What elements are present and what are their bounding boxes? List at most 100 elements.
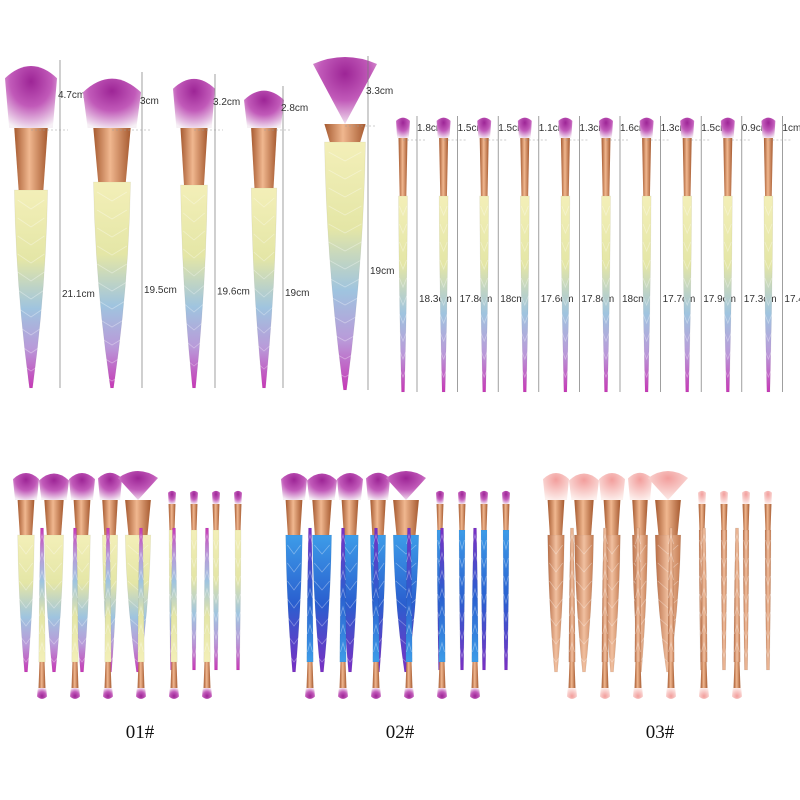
handle-facet (399, 223, 407, 235)
handle-facet (561, 367, 570, 379)
brush-ferrule (480, 504, 488, 530)
handle-facet (406, 533, 412, 545)
handle-facet (19, 562, 33, 573)
handle-facet (235, 557, 241, 569)
handle-facet (765, 557, 771, 569)
handle-facet (764, 259, 773, 271)
handle-facet (182, 302, 206, 313)
handle-facet (549, 580, 563, 591)
handle-facet (472, 551, 478, 563)
brush-ferrule (547, 500, 565, 535)
handle-facet (764, 277, 773, 289)
handle-facet (307, 641, 313, 653)
brush-bristles (517, 117, 532, 138)
handle-facet (459, 629, 465, 641)
handle-facet (503, 629, 509, 641)
handle-facet (743, 575, 749, 587)
brush-handle (312, 534, 332, 673)
handle-facet (480, 205, 489, 217)
handle-length-label: 17.9cm (703, 294, 736, 305)
brush-handle (667, 527, 675, 663)
brush-bristles (5, 65, 57, 128)
brush-set-2 (281, 471, 510, 699)
inverted-brush (338, 527, 348, 699)
handle-facet (503, 539, 509, 551)
handle-facet (701, 551, 707, 563)
handle-facet (96, 281, 128, 292)
brush-bristles (666, 688, 676, 699)
head-length-label: 4.7cm (58, 90, 85, 101)
set-3-large-brush-2 (569, 473, 599, 673)
handle-facet (642, 223, 651, 235)
handle-facet (39, 641, 45, 653)
handle-facet (668, 551, 674, 563)
brush-ferrule (372, 662, 380, 688)
brush-handle (17, 534, 35, 673)
handle-length-label: 17.7cm (663, 294, 696, 305)
handle-facet (287, 616, 301, 627)
handle-facet (105, 533, 111, 545)
handle-length-label: 17.8cm (581, 294, 614, 305)
brush-bristles (569, 473, 599, 500)
inverted-brush (732, 527, 742, 699)
handle-facet (723, 277, 732, 289)
handle-facet (314, 580, 330, 591)
handle-facet (520, 367, 529, 379)
handle-length-label: 19cm (370, 266, 394, 277)
handle-facet (19, 580, 33, 591)
inverted-brush (470, 527, 480, 699)
handle-facet (576, 634, 592, 645)
handle-facet (373, 641, 379, 653)
brush-ferrule (44, 500, 64, 535)
handle-facet (683, 349, 692, 361)
top-brush-2 (83, 78, 141, 389)
handle-facet (235, 611, 241, 623)
brush-bristles (168, 490, 176, 504)
handle-facet (520, 277, 529, 289)
brush-bristles (234, 490, 242, 504)
inverted-brush (103, 527, 113, 699)
handle-facet (459, 647, 465, 659)
brush-handle (547, 534, 565, 673)
handle-facet (459, 575, 465, 587)
handle-facet (549, 544, 563, 555)
handle-facet (635, 641, 641, 653)
handle-facet (204, 551, 210, 563)
brush-handle (250, 187, 278, 389)
handle-length-label: 19.5cm (144, 285, 177, 296)
handle-facet (19, 544, 33, 555)
handle-facet (642, 313, 651, 325)
handle-facet (399, 295, 407, 307)
handle-facet (204, 605, 210, 617)
handle-facet (287, 652, 301, 663)
handle-facet (503, 557, 509, 569)
set-2-small-brush-top-3 (480, 490, 488, 671)
brush-handle (44, 534, 64, 673)
handle-facet (701, 623, 707, 635)
handle-facet (683, 367, 692, 379)
brush-ferrule (603, 500, 621, 535)
brush-bristles (600, 688, 610, 699)
brush-ferrule (763, 138, 773, 196)
brush-handle (723, 195, 733, 393)
set-1-inverted-brush-5 (169, 527, 179, 699)
handle-facet (459, 557, 465, 569)
handle-facet (569, 587, 575, 599)
set-3-inverted-brush-2 (600, 527, 610, 699)
handle-facet (138, 605, 144, 617)
handle-facet (569, 641, 575, 653)
handle-facet (602, 241, 610, 253)
brush-bristles (305, 688, 315, 699)
handle-facet (520, 259, 529, 271)
handle-facet (642, 205, 651, 217)
brush-handle (438, 527, 446, 663)
brush-ferrule (339, 662, 347, 688)
brush-ferrule (436, 504, 444, 530)
handle-facet (307, 587, 313, 599)
handle-facet (253, 197, 275, 208)
handle-facet (96, 209, 128, 220)
set-2-large-brush-5 (386, 471, 426, 673)
top-brush-1 (5, 65, 57, 389)
brush-bristles (639, 117, 654, 138)
